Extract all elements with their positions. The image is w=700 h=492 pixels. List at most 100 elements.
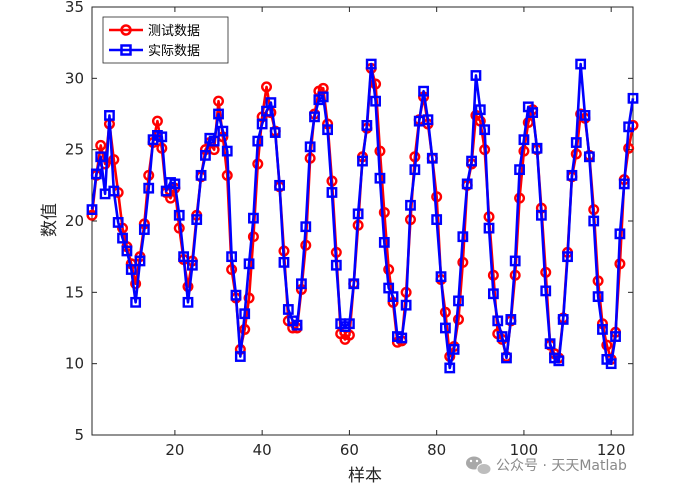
data-point <box>470 70 482 81</box>
data-point <box>496 331 508 342</box>
data-point <box>492 315 504 327</box>
data-point <box>588 215 600 227</box>
data-point <box>117 232 128 244</box>
data-point <box>90 168 102 180</box>
y-tick-label: 15 <box>65 283 84 301</box>
data-point <box>95 139 107 151</box>
x-tick-label: 20 <box>165 441 184 459</box>
data-point <box>405 199 416 211</box>
data-point <box>252 135 264 147</box>
data-point <box>309 111 320 123</box>
y-tick-label: 5 <box>74 426 84 444</box>
data-point <box>601 339 613 351</box>
legend-marker-test <box>120 24 132 36</box>
data-point <box>282 304 294 315</box>
y-axis-label: 数值 <box>40 203 60 237</box>
data-point <box>570 137 582 148</box>
data-point <box>466 155 477 167</box>
data-point <box>134 255 146 267</box>
data-point <box>326 187 338 198</box>
data-point <box>544 338 556 350</box>
x-tick-label: 120 <box>597 441 626 459</box>
data-point <box>130 278 142 290</box>
data-point <box>579 110 591 121</box>
data-point <box>108 154 120 166</box>
data-point <box>182 296 194 308</box>
data-point <box>291 319 303 331</box>
data-point <box>378 236 390 248</box>
data-point <box>300 221 312 233</box>
data-point <box>553 355 565 367</box>
data-point <box>121 245 133 257</box>
data-point <box>509 255 521 267</box>
data-point <box>566 169 578 181</box>
data-point <box>330 259 342 271</box>
data-point <box>357 155 368 167</box>
watermark-text: 公众号 · 天天Matlab <box>496 458 627 474</box>
data-point <box>431 214 443 225</box>
data-point <box>95 151 107 163</box>
data-point <box>535 209 547 221</box>
data-point <box>479 124 491 136</box>
legend-marker-actual <box>120 44 132 56</box>
data-point <box>138 224 150 235</box>
y-tick-label: 25 <box>65 141 84 159</box>
data-point <box>234 351 246 362</box>
y-tick-label: 30 <box>65 69 84 87</box>
data-point <box>370 95 381 107</box>
x-tick-label: 40 <box>253 441 272 459</box>
plot-area: 20 40 60 80 100 120 5 10 15 20 25 30 35 <box>65 0 639 459</box>
data-point <box>169 178 181 190</box>
y-tick-label: 35 <box>65 0 84 16</box>
data-point <box>191 214 203 225</box>
data-point <box>387 291 399 303</box>
data-point <box>426 152 438 164</box>
data-point <box>322 124 333 136</box>
data-point <box>130 296 142 308</box>
data-point <box>104 110 115 121</box>
data-point <box>605 358 617 370</box>
y-tick-label: 10 <box>65 355 84 373</box>
data-point <box>86 204 98 215</box>
data-point <box>156 131 168 143</box>
data-point <box>243 292 255 304</box>
data-point <box>200 149 211 161</box>
data-point <box>457 256 469 268</box>
series-line <box>90 62 635 370</box>
data-point <box>248 212 259 224</box>
data-point <box>457 231 469 243</box>
data-point <box>505 314 517 325</box>
x-tick-label: 100 <box>510 441 539 459</box>
data-point <box>374 172 386 184</box>
data-point <box>448 344 460 355</box>
data-point <box>86 209 98 221</box>
data-point <box>361 120 373 131</box>
data-point <box>400 299 412 311</box>
data-point <box>483 222 495 234</box>
axes-box <box>91 6 634 436</box>
watermark: 公众号 · 天天Matlab <box>466 456 627 475</box>
data-point <box>344 318 355 330</box>
series-actual <box>86 58 639 374</box>
ticks-layer: 20 40 60 80 100 120 5 10 15 20 25 30 35 <box>65 0 633 459</box>
x-tick-label: 80 <box>427 441 446 459</box>
data-point <box>208 135 220 147</box>
data-point <box>444 362 456 374</box>
data-point <box>178 251 190 263</box>
data-point <box>221 145 233 157</box>
data-point <box>583 151 595 163</box>
data-point <box>618 178 630 190</box>
data-point <box>247 231 259 243</box>
data-point <box>265 97 277 108</box>
data-point <box>125 264 137 275</box>
data-point <box>261 81 273 93</box>
data-point <box>151 115 163 127</box>
data-point <box>230 289 242 301</box>
data-point <box>422 114 434 126</box>
data-point <box>439 322 451 334</box>
x-axis-label: 样本 <box>348 466 382 486</box>
data-point <box>518 134 530 146</box>
data-point <box>213 95 225 107</box>
data-point <box>243 258 255 270</box>
